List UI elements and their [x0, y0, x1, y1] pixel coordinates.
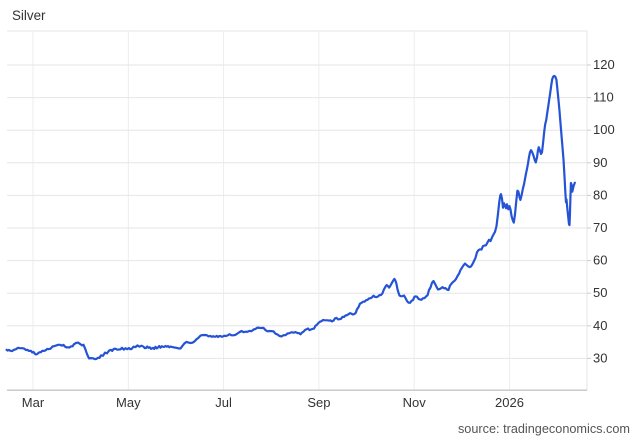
svg-text:Sep: Sep [307, 395, 330, 410]
svg-text:May: May [116, 395, 141, 410]
svg-text:40: 40 [593, 318, 607, 333]
svg-text:Nov: Nov [403, 395, 427, 410]
svg-text:110: 110 [593, 90, 614, 105]
svg-text:50: 50 [593, 285, 607, 300]
svg-text:Silver: Silver [12, 8, 46, 23]
svg-text:60: 60 [593, 253, 607, 268]
svg-text:70: 70 [593, 220, 607, 235]
svg-text:90: 90 [593, 155, 607, 170]
svg-text:Mar: Mar [22, 395, 45, 410]
svg-text:source: tradingeconomics.com: source: tradingeconomics.com [458, 422, 630, 436]
svg-text:2026: 2026 [495, 395, 524, 410]
svg-text:Jul: Jul [215, 395, 232, 410]
svg-text:120: 120 [593, 57, 615, 72]
svg-text:30: 30 [593, 350, 607, 365]
svg-text:80: 80 [593, 187, 607, 202]
svg-text:100: 100 [593, 122, 615, 137]
